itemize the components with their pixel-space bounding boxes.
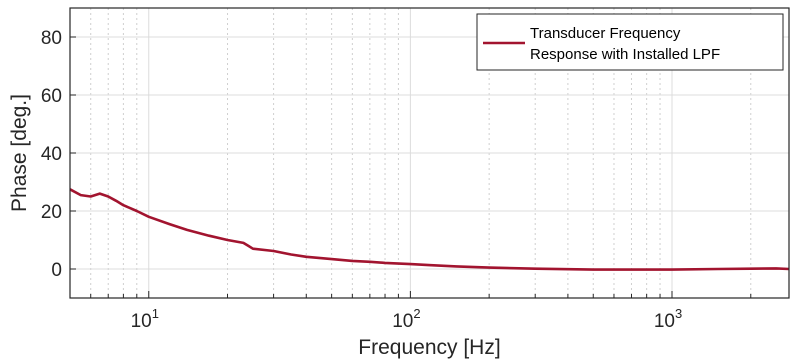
legend-entry-line-2: Response with Installed LPF bbox=[530, 46, 720, 63]
y-tick-label: 60 bbox=[41, 86, 62, 107]
y-axis-label: Phase [deg.] bbox=[8, 94, 31, 212]
x-tick-label: 102 bbox=[392, 306, 420, 332]
y-tick-label: 80 bbox=[41, 28, 62, 49]
x-axis-label: Frequency [Hz] bbox=[358, 336, 500, 359]
legend-box bbox=[476, 13, 784, 71]
ticks: 0 20 40 60 80 101 102 103 bbox=[41, 28, 752, 332]
x-tick-label: 101 bbox=[131, 306, 159, 332]
y-tick-label: 20 bbox=[41, 202, 62, 223]
legend: Transducer Frequency Response with Insta… bbox=[476, 13, 784, 71]
y-tick-label: 0 bbox=[51, 260, 62, 281]
series-layer bbox=[69, 188, 790, 271]
x-tick-label: 103 bbox=[654, 306, 682, 332]
y-tick-label: 40 bbox=[41, 144, 62, 165]
series-line-0 bbox=[69, 188, 790, 271]
legend-entry-line-1: Transducer Frequency bbox=[530, 25, 681, 42]
